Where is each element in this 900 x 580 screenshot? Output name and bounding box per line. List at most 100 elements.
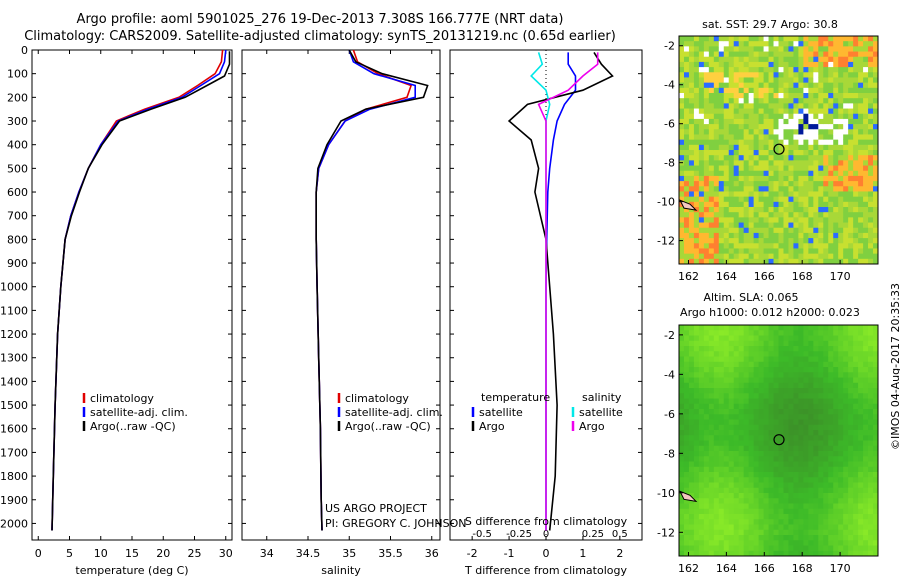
difference-legend-title-salinity: salinity	[582, 391, 622, 404]
y-tick-label: 200	[7, 91, 28, 104]
x-tick-label: 0	[35, 547, 42, 560]
map-y-tick-label: -6	[664, 408, 675, 421]
x-axis-label-secondary: S difference from climatology	[465, 515, 628, 528]
difference-legend-label: satellite	[579, 406, 623, 419]
series-salinity-satellite	[530, 52, 551, 531]
x-tick-label: -1	[504, 547, 515, 560]
map-y-tick-label: -6	[664, 118, 675, 131]
panel-2-frame	[241, 49, 441, 541]
series-temperature-argo	[507, 51, 614, 531]
map-x-tick-label: 168	[792, 270, 813, 283]
y-tick-label: 1300	[0, 352, 28, 365]
map-y-tick-label: -12	[657, 235, 675, 248]
sla-map-subtitle: Argo h1000: 0.012 h2000: 0.023	[680, 306, 860, 319]
credit-stamp: ©IMOS 04-Aug-2017 20:35:33	[889, 283, 900, 450]
x-tick-label: 0	[543, 547, 550, 560]
island-shape	[678, 199, 698, 211]
y-tick-label: 1700	[0, 446, 28, 459]
y-tick-label: 300	[7, 115, 28, 128]
map-y-tick-label: -8	[664, 447, 675, 460]
temperature-legend-label: satellite-adj. clim.	[90, 406, 188, 419]
y-tick-label: 400	[7, 139, 28, 152]
x-axis-label: salinity	[321, 564, 361, 577]
y-tick-label: 800	[7, 233, 28, 246]
map-y-tick-label: -2	[664, 40, 675, 53]
figure-subtitle: Climatology: CARS2009. Satellite-adjuste…	[24, 29, 616, 44]
x-tick-label: 25	[188, 547, 202, 560]
map-y-tick-label: -12	[657, 526, 675, 539]
x-tick-label: 30	[219, 547, 233, 560]
y-tick-label: 0	[21, 44, 28, 57]
x-tick-label: -2	[467, 547, 478, 560]
x-tick-label: 35	[342, 547, 356, 560]
map-y-tick-label: -8	[664, 157, 675, 170]
map-x-tick-label: 168	[792, 562, 813, 575]
y-tick-label: 1200	[0, 328, 28, 341]
difference-legend-label: Argo	[479, 420, 505, 433]
map-x-tick-label: 162	[678, 562, 699, 575]
y-tick-label: 2000	[0, 517, 28, 530]
map-x-tick-label: 164	[716, 562, 737, 575]
x-tick-label: 5	[66, 547, 73, 560]
figure-title: Argo profile: aoml 5901025_276 19-Dec-20…	[76, 12, 564, 27]
x-tick-label: 20	[156, 547, 170, 560]
y-tick-label: 500	[7, 162, 28, 175]
x-top-tick-label: -0.25	[506, 529, 532, 540]
series-argo-raw-qc-	[51, 51, 231, 531]
map-x-tick-label: 166	[754, 270, 775, 283]
x-tick-label: 10	[94, 547, 108, 560]
map-x-tick-label: 164	[716, 270, 737, 283]
x-tick-label: 36	[425, 547, 439, 560]
y-tick-label: 100	[7, 68, 28, 81]
map-x-tick-label: 170	[830, 270, 851, 283]
y-tick-label: 1600	[0, 423, 28, 436]
difference-legend-label: Argo	[579, 420, 605, 433]
panel-1-frame	[31, 49, 233, 541]
series-argo-raw-qc-	[315, 49, 429, 531]
x-top-tick-label: 0.5	[612, 529, 628, 540]
temperature-legend-label: climatology	[90, 392, 154, 405]
x-tick-label: 35.5	[378, 547, 403, 560]
series-salinity-argo	[537, 52, 599, 531]
y-tick-label: 1100	[0, 304, 28, 317]
x-tick-label: 15	[125, 547, 139, 560]
x-tick-label: 34.5	[296, 547, 321, 560]
series-climatology	[51, 49, 224, 531]
difference-legend-label: satellite	[479, 406, 523, 419]
difference-legend-title-temperature: temperature	[481, 391, 550, 404]
map-y-tick-label: -4	[664, 79, 675, 92]
series-satellite-adj-clim-	[315, 49, 417, 531]
x-tick-label: 2	[616, 547, 623, 560]
salinity-legend-label: Argo(..raw -QC)	[345, 420, 431, 433]
sst-map-field	[679, 36, 879, 265]
map-x-tick-label: 162	[678, 270, 699, 283]
map-x-tick-label: 166	[754, 562, 775, 575]
sst-map-title: sat. SST: 29.7 Argo: 30.8	[702, 18, 838, 31]
map-x-tick-label: 170	[830, 562, 851, 575]
map-y-tick-label: -2	[664, 329, 675, 342]
sst-map-frame	[678, 35, 879, 265]
y-tick-label: 1900	[0, 494, 28, 507]
argo-position-marker	[773, 434, 785, 446]
sla-map-title: Altim. SLA: 0.065	[703, 291, 798, 304]
sla-map-field	[679, 325, 879, 557]
project-label: US ARGO PROJECT	[325, 502, 427, 515]
series-satellite-adj-clim-	[51, 49, 227, 531]
x-axis-label: temperature (deg C)	[75, 564, 188, 577]
y-tick-label: 1800	[0, 470, 28, 483]
y-tick-label: 600	[7, 186, 28, 199]
x-axis-label: T difference from climatology	[464, 564, 627, 577]
sla-map-frame	[678, 324, 879, 557]
x-tick-label: 1	[579, 547, 586, 560]
series-climatology	[315, 49, 413, 531]
x-tick-label: 34	[260, 547, 274, 560]
x-top-tick-label: -0.5	[472, 529, 492, 540]
y-tick-label: 900	[7, 257, 28, 270]
map-y-tick-label: -10	[657, 487, 675, 500]
map-y-tick-label: -4	[664, 368, 675, 381]
temperature-legend-label: Argo(..raw -QC)	[90, 420, 176, 433]
y-tick-label: 1000	[0, 281, 28, 294]
y-tick-label: 1500	[0, 399, 28, 412]
